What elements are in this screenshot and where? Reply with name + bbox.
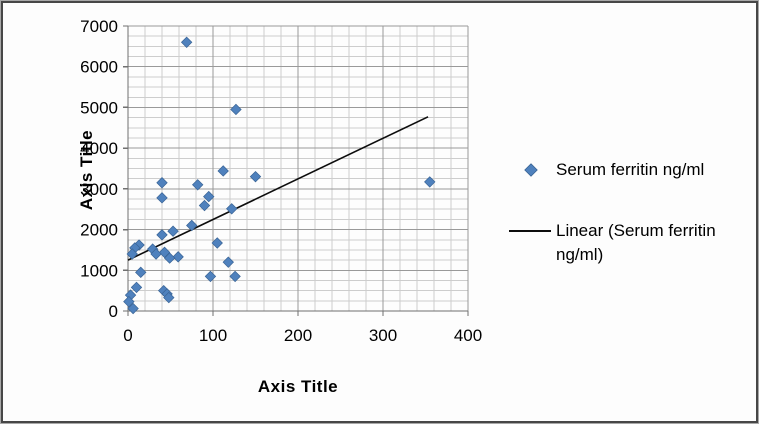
scatter-point [230, 103, 242, 116]
svg-text:2000: 2000 [80, 221, 118, 240]
scatter-point [130, 281, 143, 294]
svg-text:0: 0 [123, 326, 132, 345]
scatter-point [180, 36, 193, 48]
scatter-point [204, 270, 217, 283]
scatter-point [123, 295, 135, 308]
scatter-point [172, 251, 184, 263]
x-axis-title: Axis Title [257, 377, 339, 396]
scatter-point [163, 291, 175, 304]
scatter-point [217, 165, 229, 177]
scatter-point [249, 170, 262, 183]
scatter-point [156, 229, 168, 241]
scatter-point [424, 176, 436, 188]
svg-text:0: 0 [109, 302, 118, 321]
axis-lines-and-ticks [123, 25, 469, 316]
trendline [127, 116, 429, 261]
scatter-point [163, 252, 176, 264]
legend-label-linear-trend: Linear (Serum ferritin ng/ml) [556, 221, 716, 264]
scatter-point [167, 225, 179, 237]
scatter-point [126, 248, 138, 260]
y-axis-title: Axis Title [77, 129, 96, 211]
svg-text:5000: 5000 [80, 98, 118, 117]
scatter-point [186, 219, 198, 232]
data-points [123, 36, 436, 315]
legend-item-linear-trend: Linear (Serum ferritin ng/ml) [509, 219, 742, 267]
scatter-point [127, 302, 139, 315]
scatter-point [192, 179, 204, 191]
svg-text:100: 100 [199, 326, 227, 345]
scatter-point [156, 192, 168, 204]
legend-item-serum-ferritin: Serum ferritin ng/ml [524, 159, 704, 181]
svg-text:400: 400 [454, 326, 482, 345]
scatter-point [203, 190, 215, 203]
scatter-point [211, 237, 223, 249]
svg-text:4000: 4000 [80, 139, 118, 158]
scatter-point [156, 177, 168, 189]
scatter-point [229, 270, 241, 283]
svg-text:6000: 6000 [80, 58, 118, 77]
scatter-point [135, 266, 147, 279]
scatter-point [150, 248, 162, 260]
legend-line-icon [509, 230, 551, 232]
tick-labels: 0 1000 2000 3000 4000 5000 6000 7000 0 100 200 300 4… [80, 17, 482, 345]
scatter-point [222, 256, 234, 268]
scatter-point [198, 199, 211, 212]
scatter-point [226, 203, 238, 215]
svg-text:300: 300 [369, 326, 397, 345]
legend-label-serum-ferritin: Serum ferritin ng/ml [556, 160, 705, 179]
svg-text:200: 200 [284, 326, 312, 345]
svg-text:3000: 3000 [80, 180, 118, 199]
svg-text:7000: 7000 [80, 17, 118, 36]
legend-diamond-icon [524, 163, 538, 177]
svg-text:1000: 1000 [80, 261, 118, 280]
